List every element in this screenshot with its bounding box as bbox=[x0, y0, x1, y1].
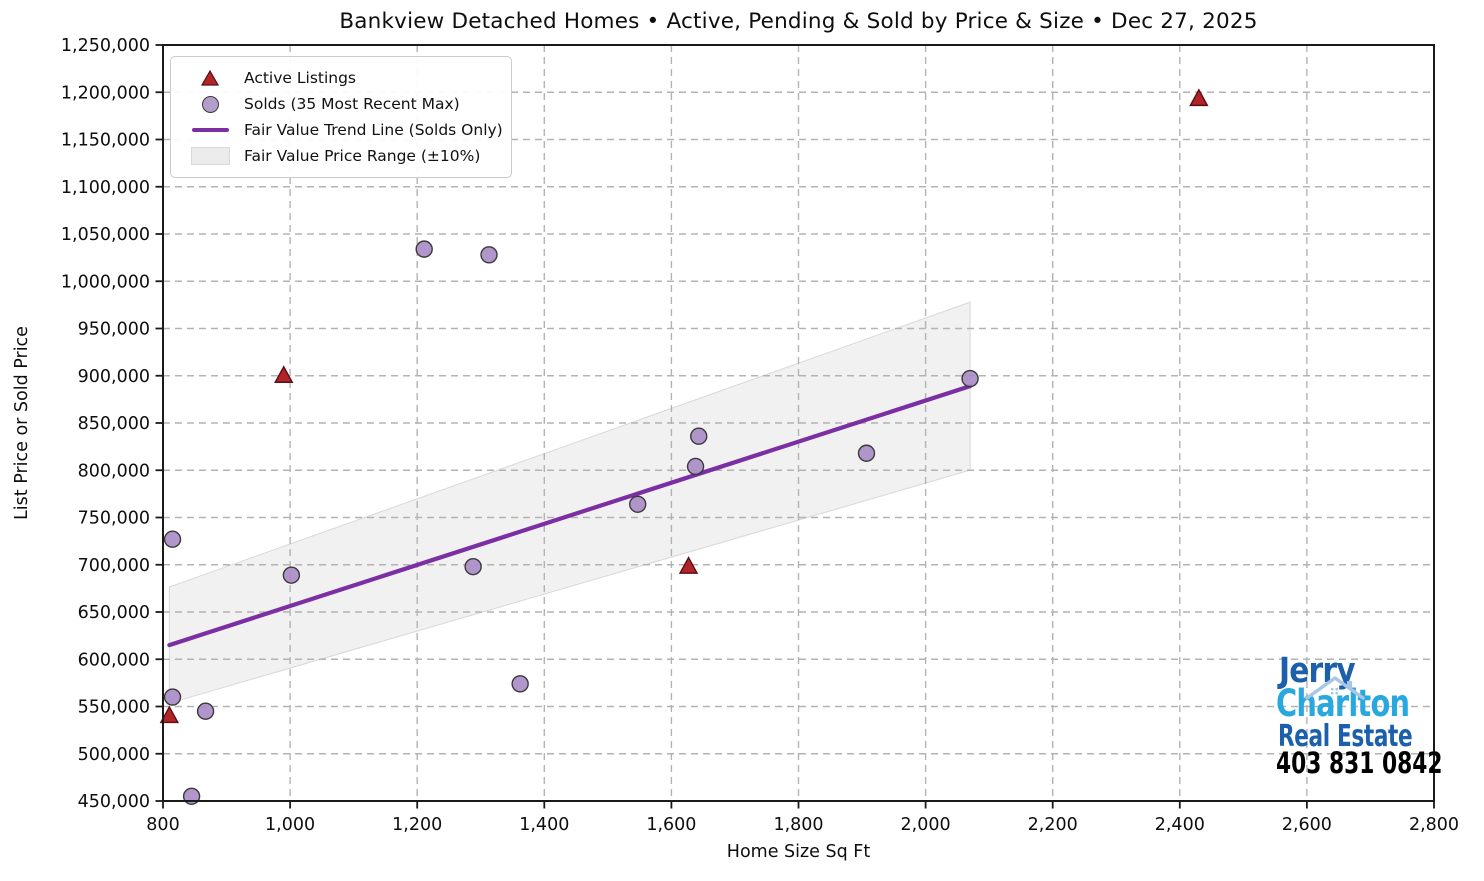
y-tick-label: 1,100,000 bbox=[61, 178, 150, 198]
y-tick-label: 450,000 bbox=[78, 792, 150, 812]
y-tick-label: 650,000 bbox=[78, 603, 150, 623]
y-tick-label: 950,000 bbox=[78, 320, 150, 340]
y-tick-label: 600,000 bbox=[78, 650, 150, 670]
y-tick-label: 1,050,000 bbox=[61, 225, 150, 245]
x-tick-label: 1,600 bbox=[646, 815, 696, 835]
sold-point bbox=[961, 369, 979, 388]
y-tick-label: 500,000 bbox=[78, 745, 150, 765]
sold-point bbox=[163, 530, 182, 548]
sold-point bbox=[480, 246, 498, 264]
x-tick-label: 800 bbox=[146, 815, 179, 835]
y-tick-label: 800,000 bbox=[78, 461, 150, 481]
x-tick-label: 2,600 bbox=[1282, 815, 1332, 835]
x-tick-label: 2,800 bbox=[1409, 815, 1459, 835]
y-tick-label: 700,000 bbox=[78, 556, 150, 576]
y-tick-label: 1,200,000 bbox=[61, 83, 150, 103]
y-tick-label: 1,000,000 bbox=[61, 272, 150, 292]
y-axis-label: List Price or Sold Price bbox=[12, 326, 32, 520]
active-listing-point bbox=[1189, 88, 1209, 107]
active-listings-triangle-icon bbox=[181, 70, 239, 86]
legend-row-trend: Fair Value Trend Line (Solds Only) bbox=[181, 117, 503, 143]
trend-line bbox=[167, 384, 973, 648]
chart-title: Bankview Detached Homes • Active, Pendin… bbox=[339, 9, 1258, 34]
sold-point bbox=[282, 566, 301, 584]
legend-label-solds: Solds (35 Most Recent Max) bbox=[244, 95, 460, 113]
legend-row-active: Active Listings bbox=[181, 65, 501, 91]
sold-point bbox=[629, 495, 647, 513]
sold-point bbox=[686, 457, 705, 476]
brand-logo: Jerry Charlton Real Estate 403 831 0842 bbox=[1270, 652, 1445, 782]
house-roof-icon bbox=[1305, 676, 1365, 700]
x-tick-label: 2,400 bbox=[1155, 815, 1205, 835]
active-listing-point bbox=[274, 365, 294, 383]
y-tick-label: 750,000 bbox=[78, 509, 150, 529]
plot-spine bbox=[162, 44, 1435, 802]
x-tick-label: 2,200 bbox=[1028, 815, 1078, 835]
legend-label-band: Fair Value Price Range (±10%) bbox=[244, 147, 481, 165]
legend-row-solds: Solds (35 Most Recent Max) bbox=[181, 91, 501, 117]
y-tick-label: 1,250,000 bbox=[61, 36, 150, 56]
legend-label-trend: Fair Value Trend Line (Solds Only) bbox=[244, 121, 503, 139]
brand-phone-number: 403 831 0842 bbox=[1276, 746, 1443, 780]
y-tick-label: 900,000 bbox=[78, 367, 150, 387]
y-tick-label: 1,150,000 bbox=[61, 131, 150, 151]
active-listing-point bbox=[678, 556, 699, 574]
brand-real-estate: Real Estate bbox=[1278, 719, 1413, 754]
x-tick-label: 1,400 bbox=[519, 815, 569, 835]
x-tick-label: 1,800 bbox=[773, 815, 823, 835]
sold-point bbox=[163, 688, 182, 706]
x-tick-label: 1,000 bbox=[265, 815, 315, 835]
sold-point bbox=[857, 444, 876, 462]
x-tick-label: 2,000 bbox=[901, 815, 951, 835]
active-listing-point bbox=[159, 705, 180, 724]
sold-point bbox=[690, 427, 708, 445]
y-tick-label: 850,000 bbox=[78, 414, 150, 434]
sold-point bbox=[415, 240, 433, 258]
legend: Active Listings Solds (35 Most Recent Ma… bbox=[170, 56, 512, 178]
sold-point bbox=[464, 557, 482, 576]
price-range-band-icon bbox=[181, 147, 239, 165]
solds-circle-icon bbox=[181, 95, 239, 113]
x-tick-label: 1,200 bbox=[392, 815, 442, 835]
sold-point bbox=[196, 702, 215, 720]
y-tick-label: 550,000 bbox=[78, 698, 150, 718]
legend-label-active: Active Listings bbox=[244, 69, 357, 87]
legend-row-band: Fair Value Price Range (±10%) bbox=[181, 143, 501, 169]
x-axis-label: Home Size Sq Ft bbox=[726, 842, 871, 862]
brand-name-charlton: Charlton bbox=[1276, 682, 1410, 725]
trend-line-icon bbox=[181, 128, 239, 132]
sold-point bbox=[511, 675, 529, 693]
